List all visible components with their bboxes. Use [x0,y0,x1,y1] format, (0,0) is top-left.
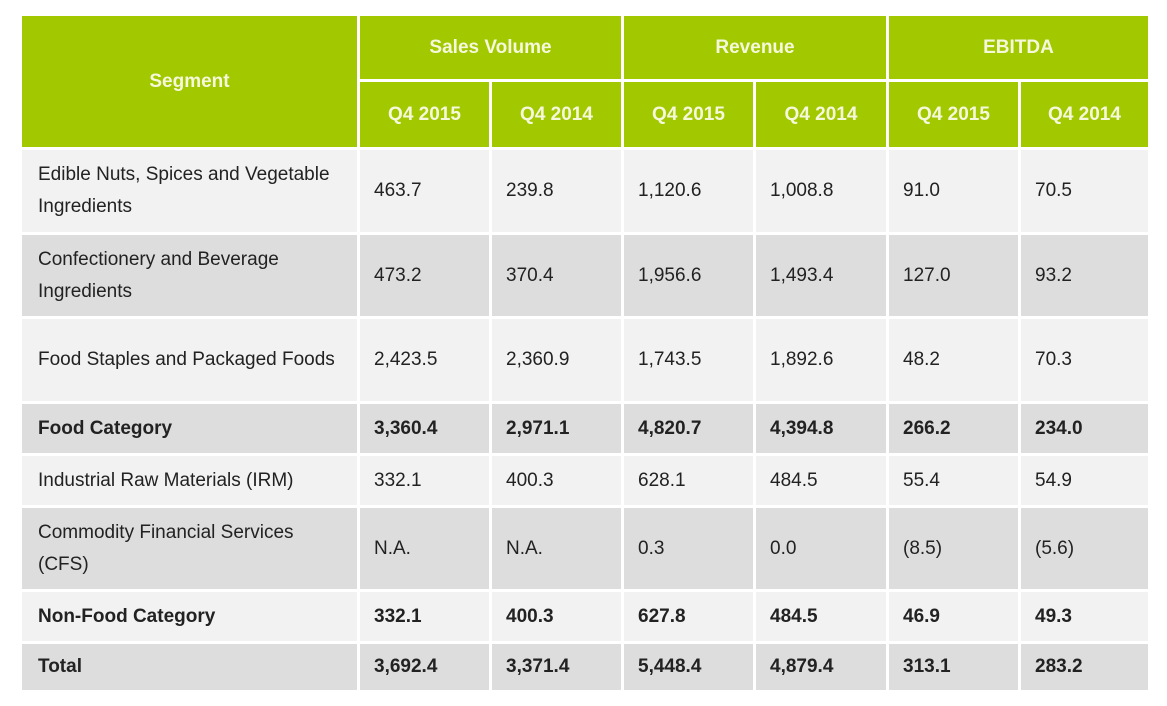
table-row: Confectionery and Beverage Ingredients 47… [19,232,1151,319]
value-cell: 332.1 [357,589,492,644]
subheader-0: Q4 2015 [357,79,492,150]
value-cell: 127.0 [886,232,1021,319]
value-cell: 0.3 [621,505,756,592]
group-header-sales-volume: Sales Volume [357,13,624,82]
value-cell: 1,120.6 [621,147,756,235]
segment-cell: Food Staples and Packaged Foods [19,316,360,404]
value-cell: 54.9 [1018,453,1151,508]
value-cell: 49.3 [1018,589,1151,644]
value-cell: 463.7 [357,147,492,235]
table-row: Edible Nuts, Spices and Vegetable Ingred… [19,147,1151,235]
value-cell: 91.0 [886,147,1021,235]
value-cell: 370.4 [489,232,624,319]
group-header-revenue: Revenue [621,13,889,82]
value-cell: 628.1 [621,453,756,508]
subheader-1: Q4 2014 [489,79,624,150]
value-cell: 1,008.8 [753,147,889,235]
value-cell: (5.6) [1018,505,1151,592]
value-cell: 1,493.4 [753,232,889,319]
table-row: Non-Food Category 332.1 400.3 627.8 484.5 46.… [19,589,1151,644]
value-cell: 48.2 [886,316,1021,404]
table-row: Total 3,692.4 3,371.4 5,448.4 4,879.4 313.1 28… [19,641,1151,693]
subheader-3: Q4 2014 [753,79,889,150]
value-cell: 283.2 [1018,641,1151,693]
value-cell: 3,360.4 [357,401,492,456]
subheader-4: Q4 2015 [886,79,1021,150]
value-cell: N.A. [357,505,492,592]
segment-header: Segment [19,13,360,150]
value-cell: 4,394.8 [753,401,889,456]
value-cell: 3,371.4 [489,641,624,693]
value-cell: 2,360.9 [489,316,624,404]
subheader-5: Q4 2014 [1018,79,1151,150]
value-cell: 1,743.5 [621,316,756,404]
table-row: Food Category 3,360.4 2,971.1 4,820.7 4,394.… [19,401,1151,456]
segment-cell: Edible Nuts, Spices and Vegetable Ingred… [19,147,360,235]
value-cell: 1,892.6 [753,316,889,404]
value-cell: N.A. [489,505,624,592]
value-cell: 266.2 [886,401,1021,456]
table-row: Industrial Raw Materials (IRM) 332.1 400.3… [19,453,1151,508]
value-cell: 627.8 [621,589,756,644]
value-cell: 313.1 [886,641,1021,693]
table-row: Food Staples and Packaged Foods 2,423.5 2,… [19,316,1151,404]
value-cell: 2,423.5 [357,316,492,404]
subheader-2: Q4 2015 [621,79,756,150]
segment-results-table: Segment Sales Volume Revenue EBITDA Q4 2… [19,13,1151,693]
value-cell: 400.3 [489,453,624,508]
value-cell: 4,879.4 [753,641,889,693]
table-row: Commodity Financial Services (CFS) N.A. N.… [19,505,1151,592]
segment-cell: Non-Food Category [19,589,360,644]
value-cell: 400.3 [489,589,624,644]
value-cell: 93.2 [1018,232,1151,319]
value-cell: 484.5 [753,589,889,644]
value-cell: 239.8 [489,147,624,235]
value-cell: 55.4 [886,453,1021,508]
segment-cell: Confectionery and Beverage Ingredients [19,232,360,319]
value-cell: 1,956.6 [621,232,756,319]
value-cell: 3,692.4 [357,641,492,693]
value-cell: 4,820.7 [621,401,756,456]
value-cell: 70.3 [1018,316,1151,404]
value-cell: (8.5) [886,505,1021,592]
segment-cell: Industrial Raw Materials (IRM) [19,453,360,508]
value-cell: 484.5 [753,453,889,508]
value-cell: 5,448.4 [621,641,756,693]
value-cell: 46.9 [886,589,1021,644]
segment-cell: Food Category [19,401,360,456]
segment-cell: Commodity Financial Services (CFS) [19,505,360,592]
value-cell: 0.0 [753,505,889,592]
group-header-ebitda: EBITDA [886,13,1151,82]
value-cell: 70.5 [1018,147,1151,235]
value-cell: 234.0 [1018,401,1151,456]
segment-cell: Total [19,641,360,693]
value-cell: 332.1 [357,453,492,508]
value-cell: 2,971.1 [489,401,624,456]
value-cell: 473.2 [357,232,492,319]
